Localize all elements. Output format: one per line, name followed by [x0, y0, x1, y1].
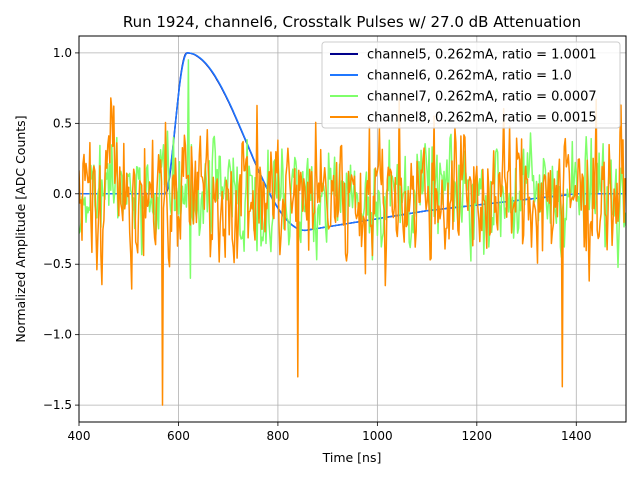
legend-label: channel6, 0.262mA, ratio = 1.0 [367, 69, 572, 84]
legend-label: channel7, 0.262mA, ratio = 0.0007 [367, 90, 597, 105]
y-tick-label: −0.5 [43, 257, 72, 271]
x-tick-label: 800 [266, 429, 289, 443]
x-axis-label: Time [ns] [322, 450, 382, 465]
legend-box [321, 41, 621, 129]
chart-title: Run 1924, channel6, Crosstalk Pulses w/ … [123, 13, 581, 31]
plot-frame [78, 35, 627, 423]
y-tick-label: 0.5 [53, 116, 72, 130]
series-line-7 [79, 59, 626, 280]
y-axis-label: Normalized Amplitude [ADC Counts] [13, 115, 28, 342]
y-ticks: −1.5 −1.0 −0.5 0.0 0.5 1.0 [43, 46, 79, 412]
legend-label: channel5, 0.262mA, ratio = 1.0001 [367, 48, 597, 63]
x-tick-label: 400 [68, 429, 91, 443]
legend: channel5, 0.262mA, ratio = 1.0001 channel… [321, 41, 621, 129]
y-tick-label: −1.0 [43, 328, 72, 342]
x-tick-label: 1000 [362, 429, 393, 443]
y-tick-label: −1.5 [43, 398, 72, 412]
x-ticks: 400 600 800 1000 1200 1400 [68, 422, 592, 443]
y-tick-label: 1.0 [53, 46, 72, 60]
x-tick-label: 1200 [462, 429, 493, 443]
series-layer [79, 52, 626, 406]
x-tick-label: 600 [167, 429, 190, 443]
series-line-8 [79, 97, 626, 406]
x-tick-label: 1400 [561, 429, 592, 443]
y-tick-label: 0.0 [53, 187, 72, 201]
legend-label: channel8, 0.262mA, ratio = 0.0015 [367, 111, 597, 126]
